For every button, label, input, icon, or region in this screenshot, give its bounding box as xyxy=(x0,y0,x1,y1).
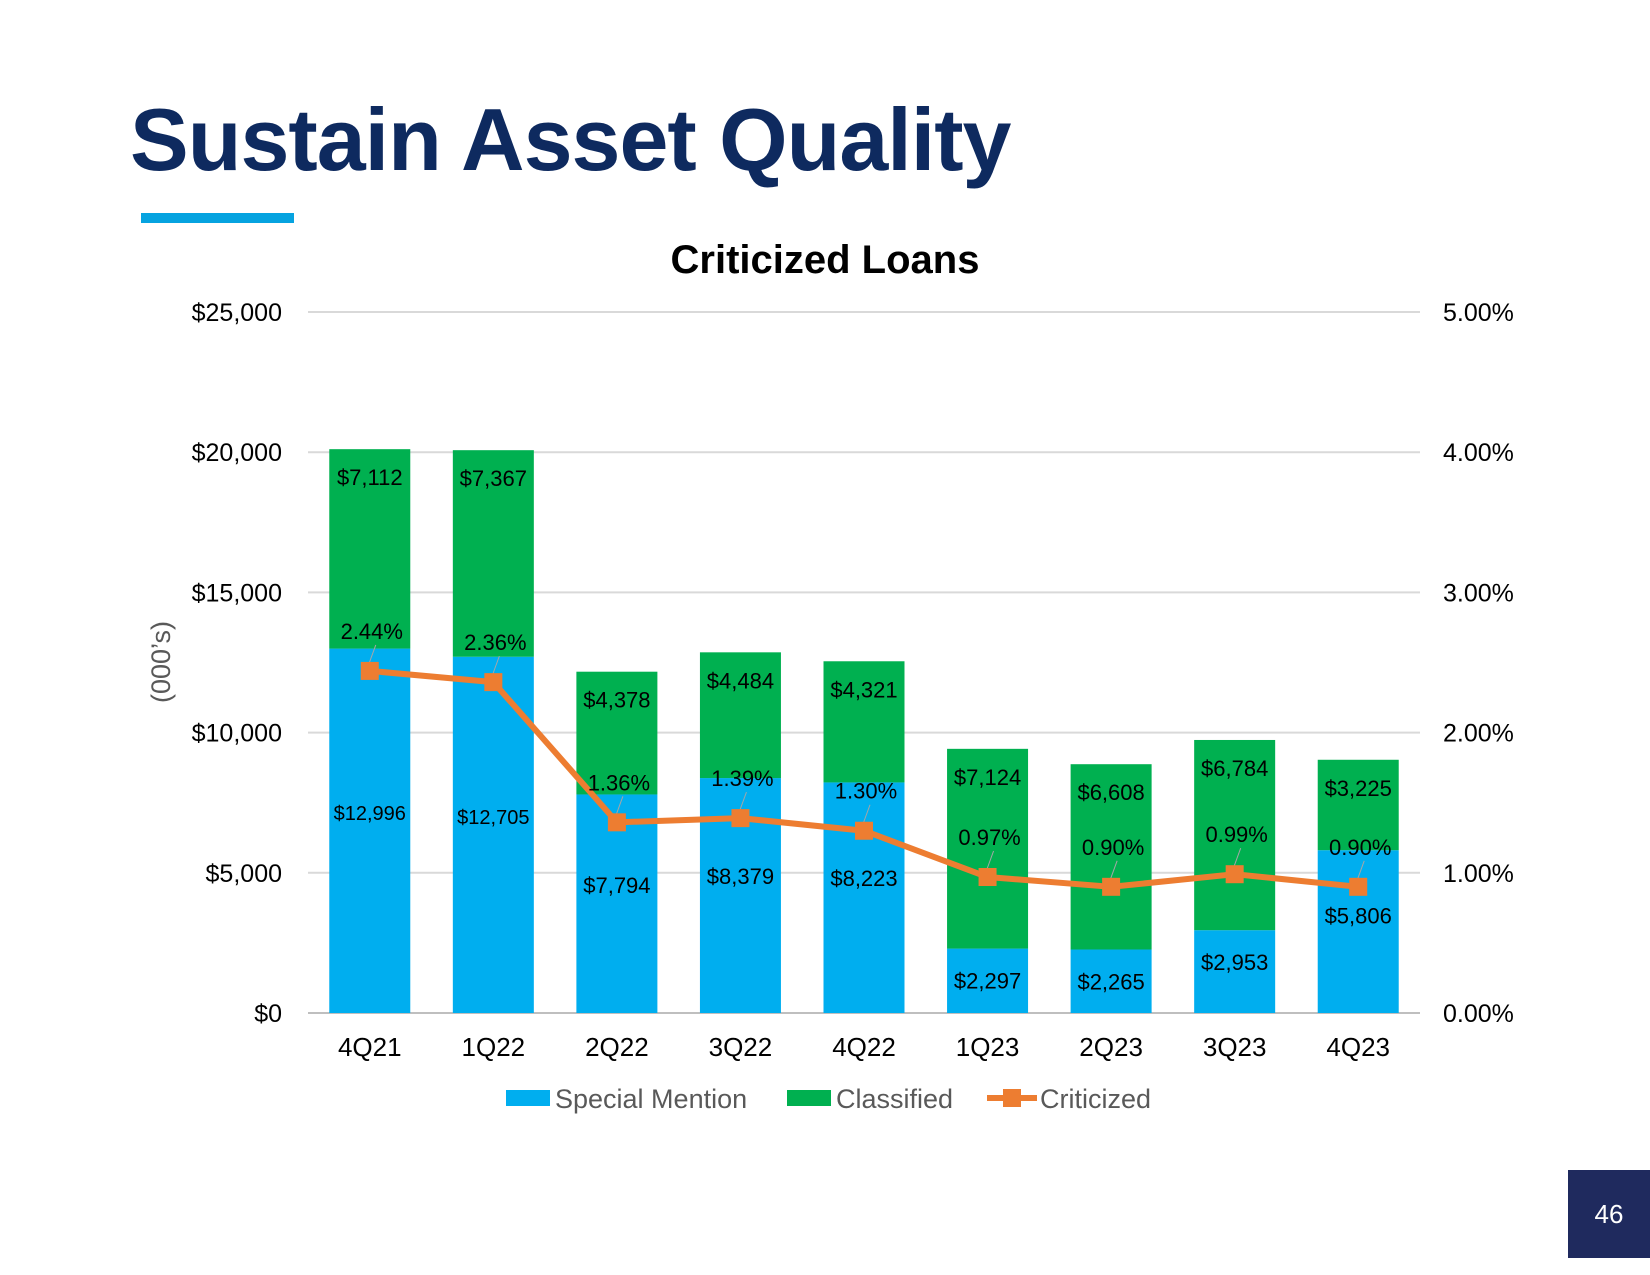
y-axis-label: (000’s) xyxy=(146,621,176,703)
criticized-pct-label: 0.90% xyxy=(1329,835,1391,860)
x-tick-label: 2Q22 xyxy=(585,1032,649,1062)
special-mention-value-label: $2,297 xyxy=(954,969,1021,994)
criticized-marker xyxy=(1349,877,1368,896)
bar-classified xyxy=(947,748,1029,949)
bar-classified xyxy=(1317,759,1399,851)
criticized-pct-label: 1.36% xyxy=(588,770,650,795)
criticized-marker xyxy=(1225,865,1244,884)
y2-tick-label: 5.00% xyxy=(1443,299,1514,327)
bar-special-mention xyxy=(823,782,905,1013)
criticized-marker xyxy=(484,673,503,692)
x-tick-label: 2Q23 xyxy=(1079,1032,1143,1062)
y-tick-label: $15,000 xyxy=(192,579,282,607)
y2-tick-label: 2.00% xyxy=(1443,720,1514,748)
bar-special-mention xyxy=(329,648,411,1013)
y2-tick-label: 0.00% xyxy=(1443,1000,1514,1028)
data-labels: $7,112 $12,996 2.44% $7,367 $12,705 2.36% $4,3… xyxy=(334,465,1392,994)
y2-tick-label: 4.00% xyxy=(1443,439,1514,467)
y2-tick-label: 1.00% xyxy=(1443,860,1514,888)
page-number-badge: 46 xyxy=(1568,1170,1650,1258)
special-mention-value-label: $12,996 xyxy=(334,803,406,825)
special-mention-value-label: $2,953 xyxy=(1201,950,1268,975)
special-mention-value-label: $2,265 xyxy=(1077,969,1144,994)
classified-value-label: $4,484 xyxy=(707,668,774,693)
criticized-marker xyxy=(1102,877,1121,896)
y-tick-label: $25,000 xyxy=(192,299,282,327)
criticized-pct-label: 0.99% xyxy=(1205,822,1267,847)
bar-special-mention xyxy=(1317,850,1399,1013)
bar-special-mention xyxy=(947,948,1029,1013)
special-mention-value-label: $5,806 xyxy=(1325,903,1392,928)
criticized-marker xyxy=(607,813,626,832)
classified-value-label: $6,608 xyxy=(1077,780,1144,805)
classified-value-label: $6,784 xyxy=(1201,756,1268,781)
criticized-pct-label: 1.39% xyxy=(711,766,773,791)
special-mention-value-label: $7,794 xyxy=(583,873,650,898)
legend-swatch-special-mention xyxy=(506,1090,550,1106)
bars xyxy=(329,449,1399,1013)
special-mention-value-label: $12,705 xyxy=(457,807,529,829)
bar-classified xyxy=(452,450,534,657)
bar-classified xyxy=(576,671,658,795)
bar-classified xyxy=(329,449,411,649)
criticized-pct-label: 0.97% xyxy=(958,825,1020,850)
y-tick-label: $0 xyxy=(254,1000,282,1028)
classified-value-label: $4,321 xyxy=(830,677,897,702)
criticized-marker xyxy=(855,821,873,840)
y-tick-label: $20,000 xyxy=(192,439,282,467)
legend-marker-criticized xyxy=(1003,1089,1021,1107)
title-underline xyxy=(141,213,294,223)
criticized-line xyxy=(360,644,1368,896)
x-tick-label: 3Q23 xyxy=(1203,1032,1267,1062)
classified-value-label: $4,378 xyxy=(583,688,650,713)
y-tick-label: $10,000 xyxy=(192,720,282,748)
criticized-pct-label: 2.44% xyxy=(341,619,403,644)
x-tick-label: 1Q22 xyxy=(462,1032,526,1062)
criticized-pct-label: 1.30% xyxy=(835,779,897,804)
x-tick-label: 1Q23 xyxy=(956,1032,1020,1062)
y-tick-label: $5,000 xyxy=(206,860,282,888)
special-mention-value-label: $8,379 xyxy=(707,864,774,889)
classified-value-label: $7,367 xyxy=(460,466,527,491)
x-tick-label: 3Q22 xyxy=(709,1032,773,1062)
x-tick-label: 4Q23 xyxy=(1326,1032,1390,1062)
legend-label-special-mention: Special Mention xyxy=(555,1084,747,1114)
criticized-marker xyxy=(731,809,750,828)
legend-swatch-classified xyxy=(787,1090,831,1106)
bar-classified xyxy=(823,661,905,783)
bar-special-mention xyxy=(1070,949,1152,1013)
classified-value-label: $7,112 xyxy=(337,465,403,490)
classified-value-label: $7,124 xyxy=(954,765,1021,790)
criticized-pct-label: 2.36% xyxy=(464,630,526,655)
legend: Special Mention Classified Criticized xyxy=(506,1084,1151,1114)
x-tick-label: 4Q21 xyxy=(338,1032,402,1062)
bar-special-mention xyxy=(1194,930,1276,1013)
axes: $0 $5,000 $10,000 $15,000 $20,000 $25,000 0.00… xyxy=(192,299,1514,1062)
chart-title: Criticized Loans xyxy=(671,238,980,282)
page-number: 46 xyxy=(1594,1198,1624,1229)
criticized-marker xyxy=(360,661,379,680)
bar-classified xyxy=(1070,764,1152,950)
legend-label-classified: Classified xyxy=(836,1084,953,1114)
special-mention-value-label: $8,223 xyxy=(830,866,897,891)
page-title: Sustain Asset Quality xyxy=(130,90,1011,189)
legend-label-criticized: Criticized xyxy=(1040,1084,1151,1114)
criticized-pct-label: 0.90% xyxy=(1082,835,1144,860)
x-tick-label: 4Q22 xyxy=(832,1032,896,1062)
bar-classified xyxy=(699,652,781,779)
bar-classified xyxy=(1194,739,1276,931)
classified-value-label: $3,225 xyxy=(1325,776,1392,801)
criticized-marker xyxy=(978,868,997,887)
y2-tick-label: 3.00% xyxy=(1443,579,1514,607)
